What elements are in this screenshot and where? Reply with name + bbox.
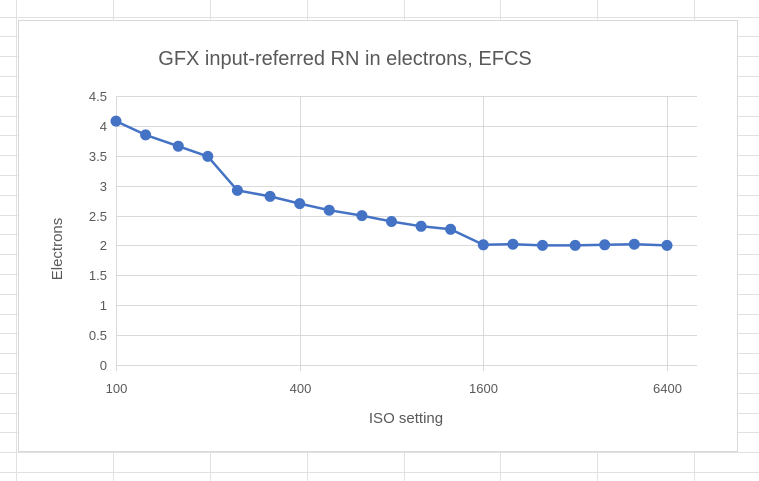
x-tick-label: 400 — [290, 381, 312, 396]
data-point — [386, 216, 397, 227]
axis-tick-labels: 0 0.5 1 1.5 2 2.5 3 3.5 4 4.5 100 400 1600 6400 — [89, 89, 682, 396]
data-point — [172, 140, 184, 152]
data-point — [445, 223, 457, 235]
y-tick-label: 1 — [100, 298, 107, 313]
y-tick-label: 4.5 — [89, 89, 107, 104]
plot-gridlines — [116, 96, 697, 371]
x-tick-label: 6400 — [653, 381, 682, 396]
y-tick-label: 2.5 — [89, 209, 107, 224]
data-point — [140, 129, 152, 141]
data-point — [231, 184, 243, 196]
x-tick-label: 1600 — [469, 381, 498, 396]
y-axis-title: Electrons — [49, 218, 66, 281]
data-point — [537, 239, 548, 251]
data-point — [628, 238, 640, 250]
data-point — [661, 239, 673, 251]
y-tick-label: 3 — [100, 179, 107, 194]
line-chart: 0 0.5 1 1.5 2 2.5 3 3.5 4 4.5 100 400 1600 6400 GFX i… — [49, 48, 697, 427]
data-point — [415, 220, 427, 232]
y-tick-label: 0.5 — [89, 328, 107, 343]
data-point — [294, 198, 306, 210]
data-point — [323, 204, 335, 216]
data-point — [507, 238, 519, 250]
y-tick-label: 1.5 — [89, 268, 107, 283]
series-layer — [110, 115, 673, 251]
data-point — [599, 239, 611, 251]
data-point — [356, 210, 368, 222]
chart-area[interactable]: 0 0.5 1 1.5 2 2.5 3 3.5 4 4.5 100 400 1600 6400 GFX i… — [18, 20, 738, 452]
data-point — [202, 150, 214, 162]
data-point — [110, 115, 122, 127]
y-tick-label: 0 — [100, 358, 107, 373]
data-point — [569, 239, 581, 251]
x-axis-title: ISO setting — [369, 410, 443, 427]
y-tick-label: 3.5 — [89, 149, 107, 164]
data-point — [477, 239, 489, 251]
data-point — [264, 190, 276, 202]
y-tick-label: 4 — [100, 119, 107, 134]
y-tick-label: 2 — [100, 238, 107, 253]
x-tick-label: 100 — [106, 381, 128, 396]
chart-title: GFX input-referred RN in electrons, EFCS — [158, 48, 531, 70]
